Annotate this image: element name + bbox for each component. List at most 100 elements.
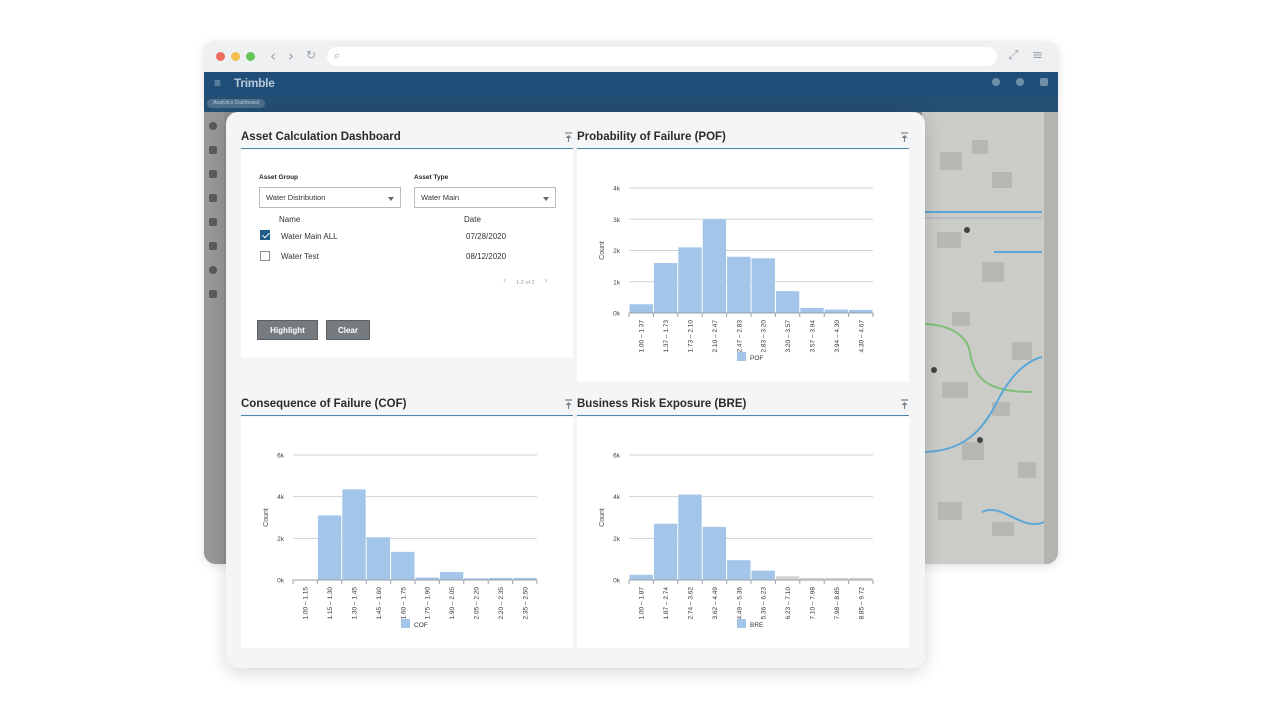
bar <box>727 256 751 313</box>
apps-icon[interactable] <box>1040 78 1048 86</box>
bar <box>751 570 775 580</box>
bar <box>629 304 653 313</box>
bar <box>415 577 439 580</box>
pof-chart-title: Probability of Failure (POF) <box>577 131 726 143</box>
row-date: 07/28/2020 <box>466 232 507 241</box>
bar <box>727 560 751 580</box>
menu-icon[interactable]: ≡ <box>214 76 222 90</box>
y-axis-label: Count <box>599 241 606 260</box>
report-icon[interactable] <box>209 242 217 250</box>
row-name: Water Test <box>281 252 319 261</box>
bar <box>800 577 824 580</box>
y-tick-label: 4k <box>277 494 285 501</box>
bar <box>488 577 513 580</box>
bre-chart-title: Business Risk Exposure (BRE) <box>577 398 747 410</box>
map-graphics <box>922 112 1058 564</box>
x-tick-label: 2.47 – 2.83 <box>736 320 743 353</box>
x-tick-label: 1.73 – 2.10 <box>688 320 695 353</box>
bar <box>849 309 873 313</box>
asset-group-select[interactable]: Water Distribution <box>259 187 401 208</box>
legend-label: POF <box>750 355 763 362</box>
measure-icon[interactable] <box>209 194 217 202</box>
x-tick-label: 1.00 – 1.15 <box>303 587 310 620</box>
highlight-button[interactable]: Highlight <box>257 320 318 340</box>
bar <box>702 219 727 313</box>
asset-type-label: Asset Type <box>414 174 449 181</box>
chevron-down-icon <box>543 197 549 201</box>
back-icon[interactable]: ‹ <box>270 47 276 65</box>
pof-chart-body: 0k 1k 2k 3k 4k Count 1.00 – 1.37 1.37 – 1.73 1.7… <box>577 150 909 381</box>
collapse-pin-icon[interactable] <box>564 399 573 410</box>
x-tick-label: 3.57 – 3.94 <box>810 320 817 353</box>
clear-button[interactable]: Clear <box>326 320 370 340</box>
bar <box>342 489 366 580</box>
expand-icon[interactable]: ⤢ <box>1008 48 1019 63</box>
collapse-pin-icon[interactable] <box>900 132 909 143</box>
x-tick-label: 4.49 – 5.36 <box>736 587 743 620</box>
x-tick-label: 5.36 – 6.23 <box>761 587 768 620</box>
x-tick-label: 1.30 – 1.45 <box>352 587 359 620</box>
forward-icon[interactable]: › <box>288 47 294 65</box>
browser-toolbar: ‹ › ↻ ⌕ ⤢ ≡ <box>204 41 1058 72</box>
reload-icon[interactable]: ↻ <box>306 48 317 62</box>
asset-calculation-panel: Asset Calculation Dashboard Asset Group … <box>241 131 573 357</box>
y-tick-label: 1k <box>613 279 621 286</box>
row-date: 08/12/2020 <box>466 252 507 261</box>
bar <box>775 576 800 580</box>
document-icon[interactable] <box>209 218 217 226</box>
legend-label: COF <box>414 622 428 629</box>
x-tick-label: 8.85 – 9.72 <box>858 587 865 620</box>
y-tick-label: 3k <box>613 217 621 224</box>
tools-icon[interactable] <box>209 170 217 178</box>
legend-swatch <box>737 619 746 628</box>
panel-title-rule <box>241 415 573 416</box>
asset-type-select[interactable]: Water Main <box>414 187 556 208</box>
row-name: Water Main ALL <box>281 232 338 241</box>
y-tick-label: 2k <box>613 536 621 543</box>
collapse-pin-icon[interactable] <box>900 399 909 410</box>
app-header: ≡ Trimble <box>204 72 1058 96</box>
collapse-pin-icon[interactable] <box>564 132 573 143</box>
row-checkbox-water-main-all[interactable] <box>260 230 270 240</box>
pof-chart: 0k 1k 2k 3k 4k Count 1.00 – 1.37 1.37 – 1.73 1.7… <box>599 186 874 362</box>
bar <box>464 578 488 580</box>
row-checkbox-water-test[interactable] <box>260 251 270 261</box>
url-bar[interactable]: ⌕ <box>327 47 997 66</box>
bar <box>800 308 824 313</box>
bar <box>849 577 873 580</box>
legend-swatch <box>737 352 746 361</box>
x-tick-label: 3.20 – 3.57 <box>785 320 792 353</box>
grid-icon[interactable] <box>209 290 217 298</box>
dashboard-card: Asset Calculation Dashboard Asset Group … <box>226 112 925 668</box>
hamburger-menu-icon[interactable]: ≡ <box>1032 48 1043 63</box>
x-tick-label: 2.74 – 3.62 <box>688 587 695 620</box>
layers-icon[interactable] <box>209 122 217 130</box>
dashboard-chip[interactable]: Analytics Dashboard <box>207 99 265 108</box>
map-view[interactable] <box>922 112 1058 564</box>
user-icon[interactable] <box>1016 78 1024 86</box>
legend-label: BRE <box>750 622 764 629</box>
bar <box>775 291 800 313</box>
y-tick-label: 4k <box>613 186 621 193</box>
pof-panel: Probability of Failure (POF) 0k 1k 2k 3k 4k C… <box>577 131 909 381</box>
zoom-icon[interactable] <box>209 266 217 274</box>
analytics-icon[interactable] <box>209 146 217 154</box>
bre-panel: Business Risk Exposure (BRE) 0k 2k 4k 6k Cou… <box>577 398 909 648</box>
bar <box>629 574 653 580</box>
panel-title-rule <box>241 148 573 149</box>
y-tick-label: 2k <box>277 536 285 543</box>
trimble-logo: Trimble <box>234 76 275 90</box>
asset-group-label: Asset Group <box>259 174 299 181</box>
chevron-right-icon[interactable]: › <box>544 276 548 286</box>
minimize-window-dot[interactable] <box>231 52 240 61</box>
y-tick-label: 4k <box>613 494 621 501</box>
map-tool-rail <box>1044 112 1058 564</box>
help-icon[interactable] <box>992 78 1000 86</box>
maximize-window-dot[interactable] <box>246 52 255 61</box>
x-tick-label: 4.30 – 4.67 <box>858 320 865 353</box>
close-window-dot[interactable] <box>216 52 225 61</box>
chevron-left-icon[interactable]: ‹ <box>503 276 507 286</box>
bar <box>678 494 702 580</box>
asset-type-value: Water Main <box>421 193 460 202</box>
x-tick-label: 1.00 – 1.37 <box>639 320 646 353</box>
